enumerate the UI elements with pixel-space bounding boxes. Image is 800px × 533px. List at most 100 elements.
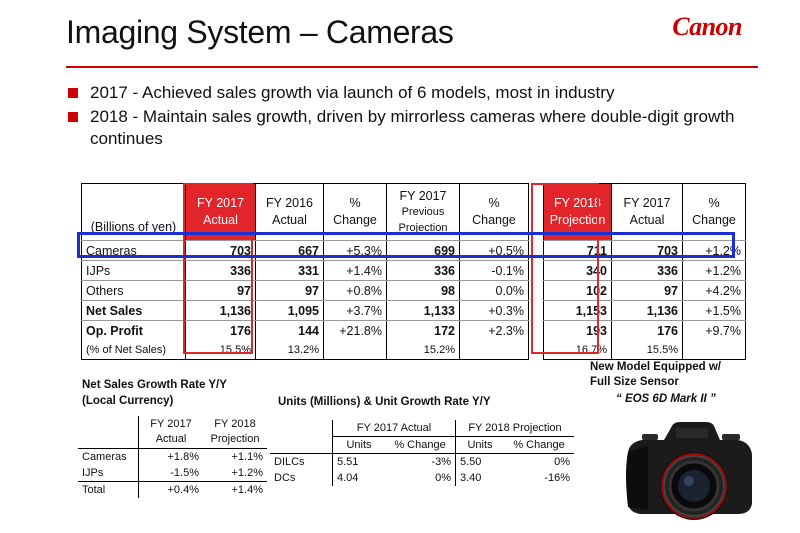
row-label: DILCs (270, 453, 333, 470)
growth-table-title: Net Sales Growth Rate Y/Y (Local Currenc… (82, 377, 227, 409)
row-label: Cameras (81, 240, 186, 261)
cell: +1.4% (231, 484, 264, 496)
units-group-fy2017: FY 2017 Actual (332, 420, 456, 437)
camera-image (626, 422, 752, 520)
cell: 336 (611, 260, 683, 281)
table-row: Cameras +1.8% +1.1% (78, 448, 267, 465)
cell: 3.40 (460, 472, 482, 484)
cell: 13.2% (255, 340, 324, 360)
cell: 176 (611, 320, 683, 340)
row-label: DCs (270, 470, 333, 486)
growth-header-fy2017: FY 2017 Actual (150, 418, 192, 445)
cell: +0.5% (459, 240, 529, 261)
units-table: FY 2017 Actual FY 2018 Projection Units … (270, 420, 574, 486)
cell: +1.2% (682, 260, 746, 281)
table-row: IJPs -1.5% +1.2% (78, 465, 267, 482)
cell: +1.4% (323, 260, 387, 281)
table-row: Net Sales 1,136 1,095 +3.7% 1,133 +0.3% … (81, 300, 746, 321)
header-pct-change: % Change (682, 183, 746, 241)
cell: +2.3% (459, 320, 529, 340)
cell: +1.1% (203, 448, 267, 465)
table-header-row: Units % Change Units % Change (270, 436, 574, 454)
cell: 0.0% (459, 280, 529, 301)
header-fy2018-projection: FY 2018 Projection (543, 183, 612, 241)
cell: 15.5% (611, 340, 683, 360)
new-model-line1: New Model Equipped w/ (590, 361, 721, 373)
cell: +1.2% (203, 465, 267, 482)
row-label: IJPs (81, 260, 186, 281)
cell: -3% (385, 453, 456, 470)
cell: 711 (543, 240, 612, 261)
cell: 16.7% (543, 340, 612, 360)
cell: +9.7% (682, 320, 746, 340)
bullet-text: 2017 - Achieved sales growth via launch … (90, 83, 615, 102)
cell: 15.2% (386, 340, 460, 360)
cell: 0% (385, 470, 456, 486)
cell: 15.5% (185, 340, 256, 360)
bullet-square-icon (68, 88, 78, 98)
cell: +0.3% (459, 300, 529, 321)
cell: 144 (255, 320, 324, 340)
cell: 340 (543, 260, 612, 281)
page-title: Imaging System – Cameras (66, 14, 454, 50)
growth-header-fy2018: FY 2018 Projection (210, 418, 260, 445)
cell: 97 (185, 280, 256, 301)
header-fy2017-previous-projection: FY 2017 Previous Projection (386, 183, 460, 241)
units-subheader: % Change (504, 436, 574, 454)
table-row: Cameras 703 667 +5.3% 699 +0.5% 711 703 … (81, 240, 746, 261)
title-rule (66, 66, 758, 68)
canon-logo: Canon (672, 12, 742, 41)
new-model-caption: New Model Equipped w/ Full Size Sensor (590, 360, 721, 390)
table-header-row: (Billions of yen) FY 2017 Actual FY 2016 A… (81, 183, 746, 241)
cell: +0.4% (167, 484, 200, 496)
growth-title-line1: Net Sales Growth Rate Y/Y (82, 379, 227, 391)
units-subheader: % Change (385, 436, 456, 454)
table-row: DILCs 5.51 -3% 5.50 0% (270, 453, 574, 470)
units-table-title: Units (Millions) & Unit Growth Rate Y/Y (278, 396, 491, 408)
cell: 4.04 (337, 472, 359, 484)
table-row: DCs 4.04 0% 3.40 -16% (270, 470, 574, 486)
header-fy2016-actual: FY 2016 Actual (255, 183, 324, 241)
header-fy2017-actual: FY 2017 Actual (611, 183, 683, 241)
header-pct-change: % Change (459, 183, 529, 241)
cell: 97 (255, 280, 324, 301)
growth-table: FY 2017 Actual FY 2018 Projection Cameras … (78, 416, 267, 498)
cell: +1.2% (682, 240, 746, 261)
new-model-line2: Full Size Sensor (590, 376, 679, 388)
bullet-item: 2018 - Maintain sales growth, driven by … (66, 106, 746, 150)
cell: 5.51 (332, 453, 385, 470)
cell: 5.50 (455, 453, 504, 470)
cell: +4.2% (682, 280, 746, 301)
cell: +1.8% (138, 448, 203, 465)
cell: +0.8% (323, 280, 387, 301)
cell: 102 (543, 280, 612, 301)
row-label: Cameras (78, 448, 139, 465)
cell: 667 (255, 240, 324, 261)
financial-table: (Billions of yen) FY 2017 Actual FY 2016 A… (81, 183, 746, 360)
cell (682, 340, 746, 360)
bullet-item: 2017 - Achieved sales growth via launch … (66, 82, 746, 104)
cell: +1.5% (682, 300, 746, 321)
row-label: Others (81, 280, 186, 301)
units-group-fy2018: FY 2018 Projection (468, 422, 562, 434)
cell: 0% (504, 453, 574, 470)
cell: 1,095 (255, 300, 324, 321)
table-row: Op. Profit 176 144 +21.8% 172 +2.3% 193 … (81, 320, 746, 340)
cell: 699 (386, 240, 460, 261)
cell: +21.8% (323, 320, 387, 340)
cell: +3.7% (323, 300, 387, 321)
cell: -0.1% (459, 260, 529, 281)
header-pct-change: % Change (323, 183, 387, 241)
cell: 172 (386, 320, 460, 340)
bullet-text: 2018 - Maintain sales growth, driven by … (90, 107, 735, 148)
row-label: Op. Profit (81, 320, 186, 340)
cell: 1,136 (185, 300, 256, 321)
cell: 193 (543, 320, 612, 340)
cell: 336 (386, 260, 460, 281)
cell: 1,136 (611, 300, 683, 321)
bullet-list: 2017 - Achieved sales growth via launch … (66, 82, 746, 152)
row-label: Total (78, 481, 139, 498)
table-row: Others 97 97 +0.8% 98 0.0% 102 97 +4.2% (81, 280, 746, 301)
bullet-square-icon (68, 112, 78, 122)
row-label: Net Sales (81, 300, 186, 321)
